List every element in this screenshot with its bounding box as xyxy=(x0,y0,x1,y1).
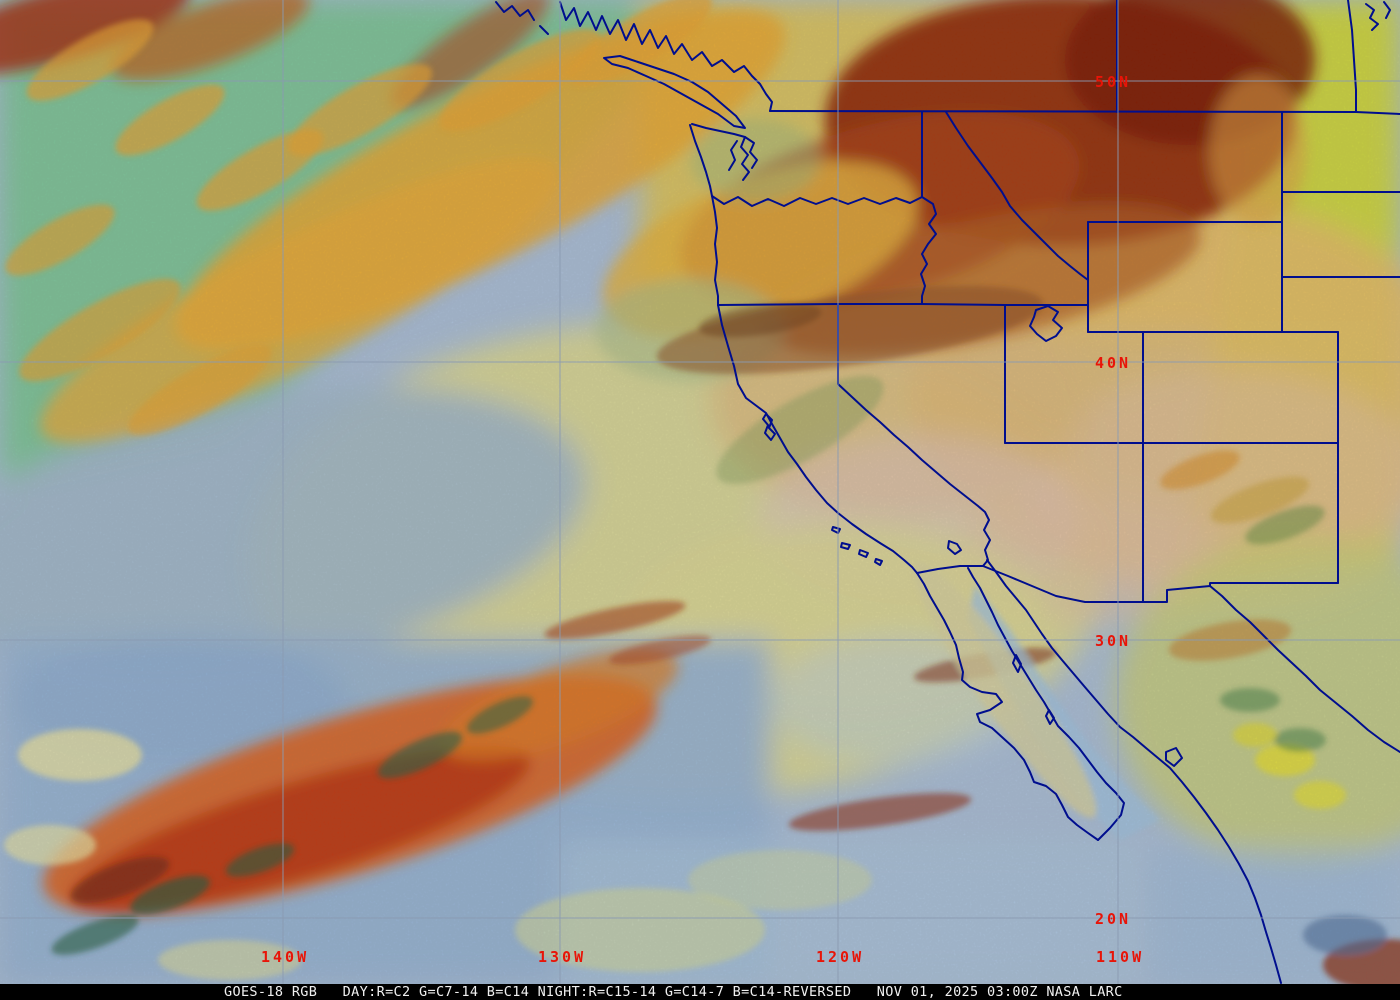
id-mt-border xyxy=(945,111,1089,306)
caption-bar: GOES-18 RGB DAY:R=C2 G=C7-14 B=C14 NIGHT… xyxy=(0,984,1400,1000)
grid-labels-layer: 50N 40N 30N 20N 140W 130W 120W 110W xyxy=(261,73,1144,966)
oregon-coastline xyxy=(711,195,719,306)
vancouver-island xyxy=(603,55,746,129)
lon-label-110w: 110W xyxy=(1096,948,1144,966)
california-coastline xyxy=(717,304,918,574)
lat-label-20n: 20N xyxy=(1095,910,1131,928)
juan-de-fuca-strait xyxy=(691,123,746,138)
lon-label-120w: 120W xyxy=(816,948,864,966)
or-id-border-snake xyxy=(920,196,937,305)
san-francisco-bay xyxy=(762,413,776,441)
map-borders-layer xyxy=(495,0,1400,984)
lat-label-40n: 40N xyxy=(1095,354,1131,372)
lon-label-140w: 140W xyxy=(261,948,309,966)
mt-east-dakotas-borders xyxy=(1281,111,1400,333)
puget-sound xyxy=(728,136,758,181)
channel-islands xyxy=(831,526,883,566)
canada-ne-line xyxy=(1347,0,1391,113)
lon-label-130w: 130W xyxy=(538,948,586,966)
tiburon-island xyxy=(1165,747,1183,767)
ca-nv-border xyxy=(837,303,991,567)
lat-label-50n: 50N xyxy=(1095,73,1131,91)
wa-or-border-columbia xyxy=(711,195,923,207)
lat-label-30n: 30N xyxy=(1095,632,1131,650)
great-salt-lake xyxy=(1029,305,1063,342)
baja-west-coastline xyxy=(916,572,1099,841)
nw-islands xyxy=(495,1,549,35)
gulf-islands xyxy=(1012,654,1055,725)
washington-coastline xyxy=(689,124,713,197)
mexico-mainland-coastline xyxy=(986,559,1282,984)
canada-coast-line xyxy=(559,1,773,112)
us-mexico-border xyxy=(916,565,1400,753)
lat42-border xyxy=(717,303,1089,306)
caption-text: GOES-18 RGB DAY:R=C2 G=C7-14 B=C14 NIGHT… xyxy=(224,984,1123,1000)
salton-sea xyxy=(947,540,962,555)
baja-east-coastline xyxy=(967,567,1125,841)
